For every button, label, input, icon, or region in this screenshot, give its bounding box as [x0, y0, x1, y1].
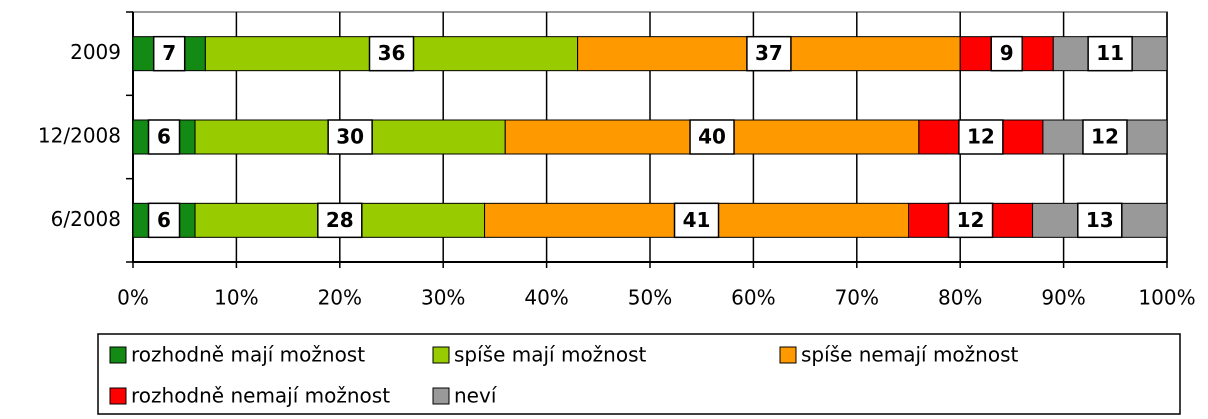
data-label: 13	[1086, 208, 1114, 232]
legend-label: rozhodně nemají možnost	[131, 384, 390, 408]
data-label-box	[990, 35, 1023, 72]
x-tick-label: 50%	[628, 286, 672, 310]
data-label: 6	[157, 125, 171, 149]
x-tick-label: 100%	[1138, 286, 1195, 310]
data-label: 12	[1091, 125, 1119, 149]
legend-label: spíše mají možnost	[454, 343, 647, 367]
x-tick-label: 0%	[117, 286, 149, 310]
data-label: 7	[162, 41, 176, 65]
x-tick-label: 40%	[524, 286, 568, 310]
data-label: 36	[378, 41, 406, 65]
x-tick-label: 90%	[1041, 286, 1085, 310]
data-label: 12	[957, 208, 985, 232]
data-label: 28	[326, 208, 354, 232]
data-label: 6	[157, 208, 171, 232]
legend-swatch	[779, 346, 797, 364]
legend-swatch	[432, 346, 450, 364]
x-tick-label: 70%	[835, 286, 879, 310]
data-label: 41	[683, 208, 711, 232]
data-label-box	[1082, 119, 1128, 155]
legend-swatch	[109, 346, 127, 364]
data-label-box	[1087, 35, 1133, 72]
legend-label: rozhodně mají možnost	[131, 343, 365, 367]
data-label: 30	[336, 125, 364, 149]
x-tick-label: 80%	[938, 286, 982, 310]
y-tick-label: 2009	[70, 40, 121, 64]
data-label-box	[746, 35, 792, 72]
x-tick-label: 30%	[421, 286, 465, 310]
data-label: 40	[698, 125, 726, 149]
data-label: 9	[1000, 41, 1014, 65]
data-label-box	[368, 35, 415, 72]
data-label-box	[958, 119, 1004, 155]
data-label-box	[152, 35, 186, 72]
data-label-box	[327, 119, 373, 155]
data-label-box	[1077, 202, 1123, 239]
data-label-box	[147, 119, 181, 155]
legend-label: neví	[454, 384, 498, 408]
legend-swatch	[109, 387, 127, 405]
y-tick-label: 12/2008	[38, 124, 121, 148]
y-tick-label: 6/2008	[51, 207, 121, 231]
legend-box	[97, 333, 1181, 415]
legend-swatch	[432, 387, 450, 405]
x-tick-label: 10%	[214, 286, 258, 310]
data-label: 11	[1096, 41, 1124, 65]
data-label: 37	[755, 41, 783, 65]
data-label-box	[673, 202, 720, 239]
x-tick-label: 60%	[731, 286, 775, 310]
data-label-box	[689, 119, 735, 155]
x-tick-label: 20%	[318, 286, 362, 310]
data-label-box	[317, 202, 363, 239]
data-label-box	[147, 202, 181, 239]
legend-label: spíše nemají možnost	[801, 343, 1018, 367]
data-label: 12	[967, 125, 995, 149]
data-label-box	[947, 202, 994, 239]
